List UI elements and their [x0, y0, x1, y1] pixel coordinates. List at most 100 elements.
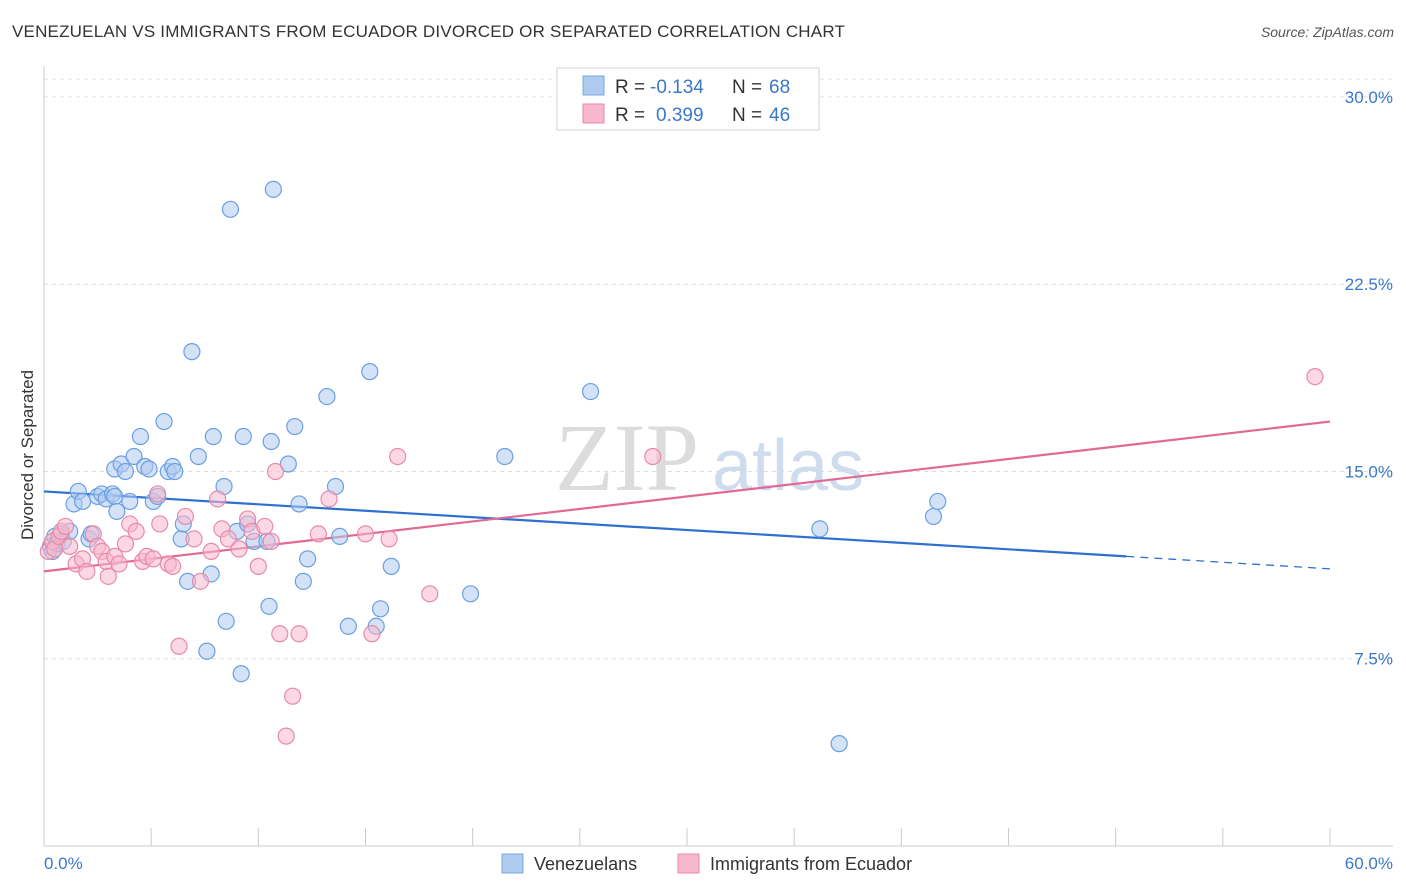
- venezuelan-point: [73, 492, 92, 511]
- legend-n-value-2: 46: [769, 105, 790, 126]
- ecuador-point: [164, 557, 182, 575]
- venezuelan-point: [198, 642, 216, 660]
- legend-r-value-2: 0.399: [656, 105, 704, 126]
- venezuelan-point: [318, 387, 336, 406]
- ecuador-point: [389, 447, 407, 466]
- ecuador-point: [110, 555, 128, 573]
- venezuelan-point: [339, 617, 357, 635]
- venezuelan-point: [189, 447, 207, 466]
- venezuelan-point: [217, 612, 235, 630]
- venezuelan-point: [106, 487, 124, 506]
- venezuelan-point: [496, 447, 514, 466]
- ecuador-point: [56, 517, 75, 536]
- x-tick-label-min: 0.0%: [44, 854, 83, 873]
- venezuelan-point: [131, 427, 150, 446]
- legend-swatch-venezuelans: [582, 75, 605, 96]
- venezuelan-point: [140, 460, 158, 478]
- ecuador-point: [266, 462, 285, 481]
- ecuador-point: [421, 585, 439, 603]
- watermark: ZIP atlas: [555, 404, 864, 511]
- correlation-legend: R = -0.134 N = 68 R = 0.399 N = 46: [556, 67, 820, 131]
- y-tick-label: 22.5%: [1345, 275, 1393, 294]
- ecuador-point: [230, 540, 248, 558]
- ecuador-point: [309, 525, 327, 543]
- venezuelan-point: [262, 432, 280, 451]
- ecuador-point: [356, 525, 375, 543]
- chart-source: Source: ZipAtlas.com: [1260, 24, 1394, 40]
- venezuelan-point: [924, 507, 943, 526]
- ecuador-point: [191, 572, 210, 590]
- grid-lines: [44, 78, 1393, 660]
- ecuador-point: [249, 557, 267, 575]
- axes: [43, 66, 1393, 847]
- y-tick-label: 30.0%: [1345, 88, 1393, 107]
- venezuelan-trend-extension: [1126, 555, 1331, 570]
- venezuelan-point: [361, 363, 379, 381]
- ecuador-point: [262, 532, 280, 550]
- ecuador-point: [176, 507, 195, 526]
- ecuador-point: [284, 687, 302, 705]
- data-points: [39, 180, 1324, 753]
- bottom-legend-swatch-ecuador: [677, 853, 700, 874]
- venezuelan-point: [155, 412, 173, 431]
- legend-swatch-ecuador: [582, 103, 605, 124]
- venezuelan-point: [204, 427, 222, 446]
- ecuador-point: [277, 727, 295, 745]
- y-tick-label: 7.5%: [1354, 650, 1393, 669]
- ecuador-point: [61, 537, 79, 555]
- venezuelan-point: [299, 550, 317, 568]
- venezuelan-point: [232, 665, 250, 683]
- venezuelan-point: [382, 557, 400, 575]
- venezuelan-point: [371, 600, 390, 618]
- venezuelan-point: [290, 495, 308, 513]
- venezuelan-point: [279, 455, 297, 473]
- ecuador-point: [148, 485, 167, 503]
- ecuador-point: [219, 530, 237, 548]
- venezuelan-point: [331, 527, 349, 546]
- venezuelan-point: [830, 735, 848, 753]
- ecuador-point: [170, 637, 188, 655]
- venezuelan-point: [260, 597, 278, 615]
- y-tick-labels: 7.5% 15.0% 22.5% 30.0%: [1345, 88, 1393, 669]
- venezuelan-point: [116, 462, 135, 481]
- legend-n-label-2: N =: [732, 105, 762, 126]
- ecuador-point: [363, 625, 381, 643]
- bottom-legend-swatch-venezuelans: [501, 853, 524, 874]
- venezuelan-point: [166, 462, 184, 481]
- x-tick-label-max: 60.0%: [1345, 854, 1393, 873]
- venezuelan-point: [108, 502, 126, 521]
- y-tick-label: 15.0%: [1345, 462, 1393, 481]
- ecuador-point: [320, 490, 338, 508]
- watermark-zip: ZIP: [555, 404, 699, 511]
- ecuador-point: [380, 530, 398, 548]
- ecuador-point: [1306, 368, 1324, 386]
- venezuelan-point: [264, 180, 282, 198]
- venezuelan-point: [929, 492, 947, 511]
- venezuelan-point: [221, 200, 240, 218]
- legend-r-label-1: R =: [615, 77, 645, 98]
- legend-r-label-2: R =: [615, 105, 645, 126]
- ecuador-point: [290, 625, 308, 643]
- ecuador-point: [116, 535, 135, 553]
- venezuelan-point: [183, 343, 201, 361]
- ecuador-point: [271, 625, 289, 643]
- ecuador-point: [644, 447, 662, 466]
- venezuelan-point: [581, 382, 600, 401]
- ecuador-point: [127, 522, 145, 541]
- ecuador-point: [256, 517, 274, 536]
- ecuador-point: [209, 490, 227, 508]
- legend-r-value-1: -0.134: [650, 77, 704, 98]
- venezuelan-point: [286, 417, 304, 436]
- venezuelan-point: [294, 572, 312, 590]
- ecuador-point: [78, 562, 96, 580]
- watermark-atlas: atlas: [712, 426, 864, 506]
- venezuelan-point: [811, 520, 829, 538]
- venezuelan-point: [125, 447, 143, 466]
- ecuador-point: [151, 515, 169, 533]
- ecuador-point: [202, 542, 220, 560]
- venezuelan-point: [121, 492, 139, 511]
- legend-n-value-1: 68: [769, 77, 790, 98]
- ecuador-point: [99, 567, 117, 585]
- y-axis-title: Divorced or Separated: [18, 370, 37, 540]
